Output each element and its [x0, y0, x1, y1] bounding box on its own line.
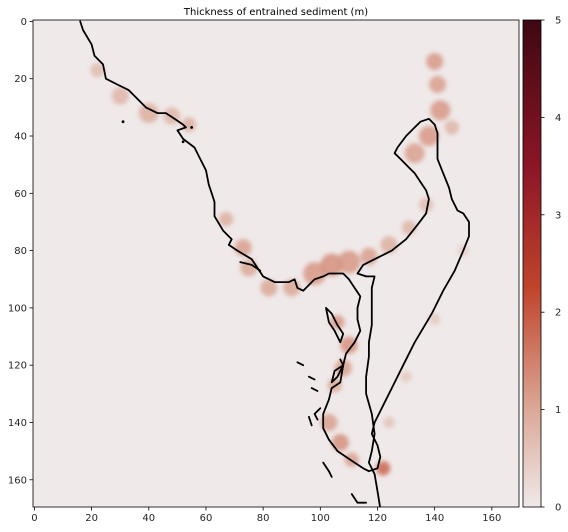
sediment-patch — [331, 433, 349, 452]
sediment-patch — [376, 461, 391, 476]
coastline-islet — [181, 140, 185, 144]
coastline-island — [322, 461, 333, 478]
colorbar-tick-label: 4 — [555, 113, 561, 124]
x-tick-label: 0 — [31, 513, 37, 524]
sediment-patch — [320, 413, 338, 432]
sediment-patch — [430, 100, 451, 121]
y-tick-label: 60 — [14, 189, 27, 200]
colorbar-tick-label: 1 — [555, 405, 561, 416]
y-tick-label: 0 — [21, 17, 27, 28]
sediment-patch — [401, 220, 417, 235]
sediment-patch — [383, 416, 395, 429]
colorbar-tick-label: 0 — [555, 503, 561, 514]
coastline-fragment — [308, 415, 313, 427]
coastline-main — [79, 20, 470, 507]
coastline-fragment — [310, 387, 319, 392]
x-tick-label: 80 — [257, 513, 270, 524]
coastline-islet — [121, 120, 125, 124]
sediment-patch — [218, 211, 234, 227]
sediment-patch — [303, 262, 327, 285]
sediment-patch — [428, 75, 447, 94]
coastline-layer — [79, 20, 470, 507]
sediment-patch — [340, 336, 358, 354]
colorbar-gradient — [522, 19, 542, 508]
y-tick-label: 120 — [8, 361, 27, 372]
coastline-fragment — [239, 261, 262, 272]
coastline-island — [325, 307, 345, 344]
x-tick-label: 60 — [200, 513, 213, 524]
sediment-patch — [444, 120, 459, 135]
chart-title: Thickness of entrained sediment (m) — [183, 7, 368, 18]
sediment-patch — [90, 62, 105, 78]
x-tick-label: 140 — [425, 513, 444, 524]
colorbar: 0 1 2 3 4 5 — [522, 16, 561, 514]
x-tick-label: 100 — [311, 513, 330, 524]
sediment-patch — [138, 103, 159, 124]
x-axis: 0 20 40 60 80 100 120 140 160 — [31, 507, 501, 524]
sediment-patch — [111, 87, 129, 105]
y-axis: 0 20 40 60 80 100 120 140 160 — [8, 17, 33, 486]
x-tick-label: 160 — [482, 513, 501, 524]
sediment-patch — [260, 279, 278, 297]
sediment-patch — [426, 52, 444, 71]
y-tick-label: 160 — [8, 475, 27, 486]
y-tick-label: 40 — [14, 132, 27, 143]
sediment-patch — [320, 253, 344, 277]
plot-background — [33, 20, 519, 507]
sediment-patch — [418, 197, 434, 212]
sediment-patch — [337, 250, 361, 274]
y-tick-label: 80 — [14, 246, 27, 257]
sediment-patch — [428, 313, 441, 326]
coastline-fragment — [296, 361, 305, 367]
x-tick-label: 20 — [85, 513, 98, 524]
colorbar-tick-label: 5 — [555, 16, 561, 27]
x-tick-label: 120 — [368, 513, 387, 524]
colorbar-ticks: 0 1 2 3 4 5 — [541, 16, 561, 514]
y-tick-label: 100 — [8, 303, 27, 314]
coastline-island — [330, 358, 345, 384]
plot-area — [32, 19, 520, 508]
y-tick-label: 20 — [14, 74, 27, 85]
coastline-fragment — [308, 375, 316, 381]
sediment-patch — [380, 236, 398, 254]
sediment-patch — [404, 143, 425, 164]
coastline-islet — [190, 126, 194, 129]
y-tick-label: 140 — [8, 418, 27, 429]
colorbar-tick-label: 3 — [555, 210, 561, 221]
x-tick-label: 40 — [142, 513, 155, 524]
coastline-fragment — [350, 493, 367, 504]
plot-frame — [32, 19, 520, 508]
sediment-patch — [400, 370, 412, 383]
coastline-fragment — [313, 407, 322, 421]
colorbar-tick-label: 2 — [555, 308, 561, 319]
sediment-patch — [418, 126, 439, 147]
